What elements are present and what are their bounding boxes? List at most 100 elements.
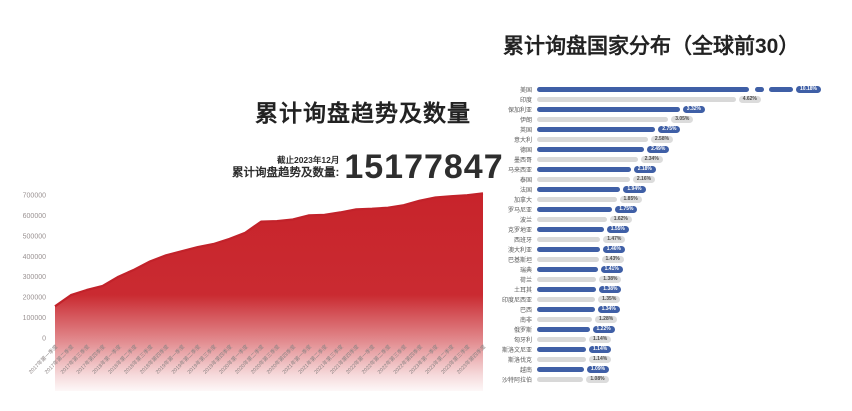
country-row: 斯洛文尼亚 1.14% (486, 344, 850, 354)
country-row: 西班牙 1.47% (486, 234, 850, 244)
country-value-pill: 4.62% (738, 95, 761, 103)
country-value-pill: 1.22% (592, 325, 615, 333)
country-label: 法国 (519, 187, 532, 194)
country-bar (537, 136, 648, 142)
country-label: 美国 (519, 87, 532, 94)
country-bar (537, 96, 736, 102)
country-value-pill: 2.49% (647, 145, 670, 153)
country-label: 波兰 (519, 217, 532, 224)
country-row: 波兰 1.62% (486, 214, 850, 224)
country-row: 土耳其 1.38% (486, 284, 850, 294)
country-bar (537, 146, 645, 152)
country-value-pill: 2.34% (640, 155, 663, 163)
country-bar-segment (769, 86, 793, 92)
country-bar-track: 1.85% (537, 194, 850, 204)
country-bar-track: 1.47% (537, 234, 850, 244)
country-label: 泰国 (519, 177, 532, 184)
country-bar-track: 4.62% (537, 94, 850, 104)
country-value-pill: 2.16% (632, 175, 656, 183)
country-value-pill: 1.55% (606, 225, 629, 233)
country-label: 英国 (519, 127, 532, 134)
country-bar (537, 166, 631, 172)
country-label: 意大利 (513, 137, 532, 144)
country-label: 德国 (519, 147, 532, 154)
country-row: 澳大利亚 1.46% (486, 244, 850, 254)
country-row: 英国 2.75% (486, 124, 850, 134)
country-value-pill: 1.14% (589, 345, 612, 353)
country-value-pill: 2.18% (633, 165, 656, 173)
country-bar (537, 296, 596, 302)
country-row: 意大利 2.58% (486, 134, 850, 144)
country-row: 巴基斯坦 1.43% (486, 254, 850, 264)
trend-chart-title: 累计询盘趋势及数量 (255, 100, 471, 126)
country-bar (537, 176, 630, 182)
country-value-pill: 1.14% (589, 335, 612, 343)
country-bar (537, 286, 597, 292)
country-row: 匈牙利 1.14% (486, 334, 850, 344)
country-value-pill: 1.14% (589, 355, 612, 363)
country-value-pill: 1.46% (602, 245, 625, 253)
country-bar-track: 2.34% (537, 154, 850, 164)
total-label: 累计询盘趋势及数量: (232, 167, 340, 179)
country-value-pill: 1.08% (586, 375, 609, 383)
country-bar-track: 1.22% (537, 324, 850, 334)
country-bar-track: 3.05% (537, 114, 850, 124)
country-row: 马来西亚 2.18% (486, 164, 850, 174)
y-axis-tick: 100000 (23, 315, 46, 322)
country-row: 荷兰 1.38% (486, 274, 850, 284)
country-bar (537, 236, 601, 242)
country-bar (537, 256, 599, 262)
country-value-pill: 1.41% (600, 265, 623, 273)
trend-total-labels: 截止2023年12月 累计询盘趋势及数量: (232, 155, 339, 180)
country-value-pill: 1.09% (586, 365, 610, 373)
country-bar-track: 2.16% (537, 174, 850, 184)
country-value-pill: 1.38% (599, 285, 622, 293)
country-label: 印度 (519, 97, 532, 104)
country-value-pill: 3.05% (671, 115, 694, 123)
country-row: 沙特阿拉伯 1.08% (486, 374, 850, 384)
y-axis-tick: 200000 (23, 295, 46, 302)
country-row: 克罗地亚 1.55% (486, 224, 850, 234)
country-bar-track: 2.75% (537, 124, 850, 134)
country-row: 罗马尼亚 1.75% (486, 204, 850, 214)
country-bar-track: 1.14% (537, 354, 850, 364)
country-label: 俄罗斯 (513, 327, 532, 334)
country-row: 法国 1.94% (486, 184, 850, 194)
country-bar-track: 1.09% (537, 364, 850, 374)
country-bar-track: 10.18% (537, 84, 850, 94)
country-row: 泰国 2.16% (486, 174, 850, 184)
country-label: 马来西亚 (507, 167, 532, 174)
country-chart-title: 累计询盘国家分布（全球前30） (503, 35, 800, 58)
country-label: 荷兰 (519, 277, 532, 284)
country-bar-track: 3.32% (537, 104, 850, 114)
country-bar (537, 116, 669, 122)
trend-line (54, 192, 484, 308)
country-row: 巴西 1.34% (486, 304, 850, 314)
country-bar-track: 1.43% (537, 254, 850, 264)
country-bar-track: 1.34% (537, 304, 850, 314)
country-row: 美国 10.18% (486, 84, 850, 94)
country-bar (537, 346, 586, 352)
country-bar-track: 1.46% (537, 244, 850, 254)
country-label: 伊朗 (519, 117, 532, 124)
total-value: 15177847 (344, 148, 504, 186)
country-bar-track: 2.58% (537, 134, 850, 144)
country-value-pill: 10.18% (796, 85, 821, 93)
country-bar (537, 216, 607, 222)
country-bar-track: 1.55% (537, 224, 850, 234)
country-bar (537, 206, 613, 212)
country-bar-track: 1.14% (537, 334, 850, 344)
country-bar (537, 316, 592, 322)
country-row: 保加利亚 3.32% (486, 104, 850, 114)
country-row: 瑞典 1.41% (486, 264, 850, 274)
country-label: 巴西 (519, 307, 532, 314)
country-label: 斯洛文尼亚 (501, 347, 532, 354)
country-bar-segment (537, 86, 749, 92)
country-label: 巴基斯坦 (507, 257, 532, 264)
y-axis-tick: 700000 (23, 193, 46, 200)
country-value-pill: 1.75% (615, 205, 638, 213)
country-row: 俄罗斯 1.22% (486, 324, 850, 334)
x-axis-tick: 2017年第一季度 (27, 342, 60, 375)
trend-area-fill (55, 193, 483, 391)
country-value-pill: 3.32% (682, 105, 705, 113)
